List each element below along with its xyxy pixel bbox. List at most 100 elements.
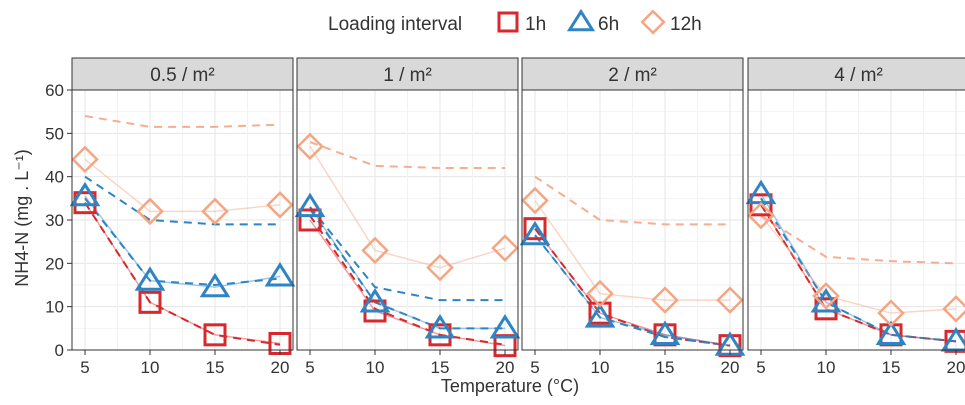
fitted-line-6h <box>760 197 957 343</box>
point-1h <box>523 217 547 241</box>
fitted-line-12h <box>84 115 281 128</box>
point-12h <box>651 286 679 314</box>
observed-line-6h <box>84 195 281 288</box>
x-tick-label: 20 <box>496 358 515 377</box>
legend-label-6h: 6h <box>598 14 619 35</box>
point-6h <box>134 266 166 291</box>
fitted-line-6h <box>84 175 280 226</box>
point-1h <box>203 323 227 347</box>
observed-line-12h <box>760 215 957 314</box>
observed-line-6h <box>534 234 731 347</box>
point-12h <box>361 236 389 265</box>
observed-line-12h <box>534 200 730 301</box>
x-tick-label: 15 <box>431 358 450 377</box>
point-12h <box>426 253 454 282</box>
y-tick-label: 10 <box>45 298 64 317</box>
observed-line-1h <box>534 228 731 347</box>
point-12h <box>71 145 99 174</box>
facet-strip-label: 1 / m² <box>383 65 432 86</box>
fitted-line-6h <box>309 208 505 330</box>
facet-panel-3: 2 / m² 5 10 15 20 <box>519 57 746 377</box>
fitted-line-6h <box>309 206 505 302</box>
legend: Loading interval 1h 6h 12h <box>328 8 702 35</box>
facet-strip-label: 0.5 / m² <box>150 65 214 86</box>
point-1h <box>298 208 322 232</box>
facet-panel-4: 4 / m² 5 10 15 20 <box>745 57 965 377</box>
point-1h <box>588 301 612 325</box>
x-tick-label: 15 <box>882 358 901 377</box>
panel-border <box>747 89 965 351</box>
observed-line-6h <box>760 193 957 343</box>
panel-border <box>71 89 294 351</box>
facet-strip-label: 4 / m² <box>834 65 883 86</box>
point-6h <box>69 181 101 207</box>
panel-border <box>296 89 519 351</box>
point-12h <box>201 197 229 226</box>
point-12h <box>491 234 519 262</box>
x-tick-label: 15 <box>206 358 225 377</box>
y-tick-label: 30 <box>45 211 64 230</box>
point-6h <box>519 220 551 246</box>
fitted-line-6h <box>84 197 281 287</box>
observed-line-1h <box>760 204 957 343</box>
observed-line-12h <box>309 145 506 269</box>
y-tick-label: 40 <box>45 168 64 187</box>
y-tick-label: 50 <box>45 124 64 143</box>
point-6h <box>649 320 681 345</box>
point-12h <box>296 132 324 161</box>
fitted-line-1h <box>309 215 506 346</box>
fitted-line-12h <box>534 175 730 226</box>
point-6h <box>489 314 521 339</box>
legend-marker-1h <box>497 11 519 33</box>
point-12h <box>877 299 905 327</box>
x-axis-label: Temperature (°C) <box>441 376 579 396</box>
observed-line-12h <box>84 158 281 213</box>
x-tick-label: 15 <box>656 358 675 377</box>
x-tick-label: 5 <box>305 358 314 377</box>
point-6h <box>875 320 907 345</box>
x-tick-label: 20 <box>721 358 740 377</box>
point-12h <box>136 197 164 226</box>
observed-line-1h <box>84 202 281 345</box>
facet-strip-label: 2 / m² <box>608 65 657 86</box>
facet-strip <box>296 57 519 91</box>
fitted-line-1h <box>534 228 731 347</box>
legend-label-12h: 12h <box>670 14 702 35</box>
point-6h <box>199 272 231 298</box>
fitted-line-12h <box>309 141 505 169</box>
point-12h <box>812 282 840 310</box>
point-6h <box>294 192 326 218</box>
point-6h <box>584 303 616 328</box>
y-axis-label: NH4-N (mg . L⁻¹) <box>12 149 32 287</box>
legend-title: Loading interval <box>328 14 462 35</box>
point-12h <box>266 191 294 219</box>
x-tick-label: 10 <box>366 358 385 377</box>
point-6h <box>424 314 456 339</box>
fitted-line-1h <box>84 202 281 346</box>
observed-line-6h <box>309 206 505 330</box>
x-tick-label: 10 <box>141 358 160 377</box>
point-12h <box>521 186 549 215</box>
x-tick-label: 5 <box>80 358 89 377</box>
point-12h <box>586 279 614 308</box>
point-6h <box>359 288 391 313</box>
x-tick-label: 5 <box>756 358 765 377</box>
y-tick-label: 20 <box>45 254 64 273</box>
x-tick-label: 20 <box>271 358 290 377</box>
y-tick-label: 0 <box>55 341 64 360</box>
x-tick-label: 10 <box>817 358 836 377</box>
point-1h <box>138 290 162 314</box>
facet-panel-2: 1 / m² 5 10 15 20 <box>294 57 521 377</box>
facet-panel-1: 0.5 / m² 5 10 15 20 <box>69 57 296 377</box>
facet-strip <box>521 57 744 91</box>
x-tick-label: 5 <box>530 358 539 377</box>
legend-marker-6h <box>566 8 596 32</box>
x-tick-label: 10 <box>591 358 610 377</box>
point-1h <box>749 193 773 217</box>
legend-label-1h: 1h <box>525 14 546 35</box>
point-6h <box>264 262 296 287</box>
legend-marker-12h <box>640 9 666 35</box>
point-12h <box>747 201 775 230</box>
